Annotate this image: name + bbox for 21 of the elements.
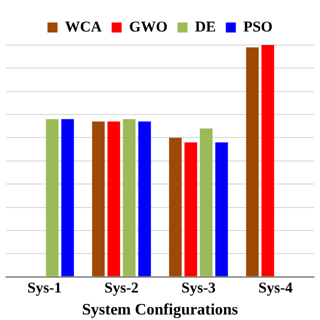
bar	[169, 138, 182, 276]
x-tick-label: Sys-4	[258, 280, 294, 297]
bar	[61, 119, 74, 276]
legend-label: PSO	[243, 19, 273, 36]
bar	[215, 142, 228, 276]
x-tick-label: Sys-2	[104, 280, 139, 297]
x-axis-title: System Configurations	[82, 302, 238, 319]
bar	[138, 121, 151, 276]
bar	[184, 142, 198, 276]
legend-label: WCA	[64, 19, 102, 36]
bar	[92, 121, 105, 276]
legend-label: GWO	[129, 19, 168, 36]
bar	[261, 45, 274, 276]
bar	[46, 119, 59, 276]
bar	[122, 119, 136, 276]
legend-label: DE	[194, 19, 216, 36]
bar	[107, 121, 120, 276]
x-tick-label: Sys-1	[27, 280, 62, 297]
bar	[200, 128, 213, 276]
bar	[246, 47, 259, 276]
x-tick-label: Sys-3	[181, 280, 216, 297]
